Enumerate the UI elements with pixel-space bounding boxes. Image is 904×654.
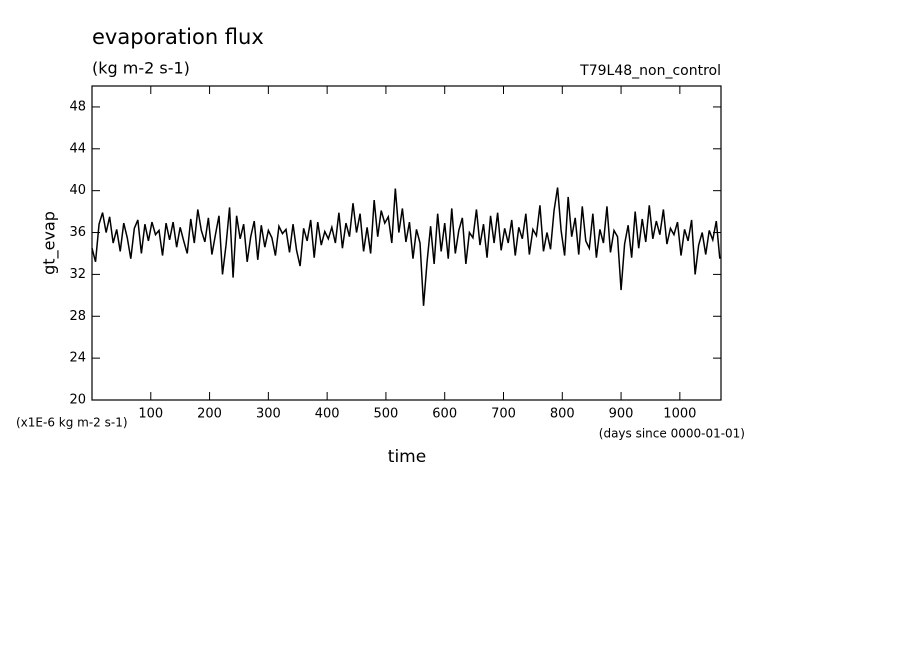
y-tick-label: 32 xyxy=(69,267,86,282)
x-tick-label: 200 xyxy=(197,407,222,422)
plot-frame xyxy=(91,85,722,401)
y-tick-label: 28 xyxy=(69,309,86,324)
y-axis-label: gt_evap xyxy=(40,211,60,275)
x-tick-label: 1000 xyxy=(663,407,696,422)
run-label: T79L48_non_control xyxy=(579,63,721,79)
x-tick-label: 100 xyxy=(138,407,163,422)
y-units: (x1E-6 kg m-2 s-1) xyxy=(16,416,128,430)
x-tick-label: 400 xyxy=(315,407,340,422)
y-tick-label: 48 xyxy=(69,99,86,114)
chart-title: evaporation flux xyxy=(92,25,264,49)
y-tick-label: 40 xyxy=(69,183,86,198)
data-line xyxy=(91,187,721,306)
x-tick-label: 700 xyxy=(491,407,516,422)
y-tick-label: 24 xyxy=(69,351,86,366)
y-tick-label: 36 xyxy=(69,225,86,240)
y-tick-label: 20 xyxy=(69,393,86,408)
x-tick-label: 900 xyxy=(609,407,634,422)
x-tick-label: 500 xyxy=(374,407,399,422)
x-units: (days since 0000-01-01) xyxy=(599,427,745,441)
x-axis-label: time xyxy=(388,447,426,467)
x-tick-label: 300 xyxy=(256,407,281,422)
y-tick-label: 44 xyxy=(69,141,86,156)
x-tick-label: 800 xyxy=(550,407,575,422)
chart-subtitle: (kg m-2 s-1) xyxy=(92,59,190,78)
x-tick-label: 600 xyxy=(432,407,457,422)
